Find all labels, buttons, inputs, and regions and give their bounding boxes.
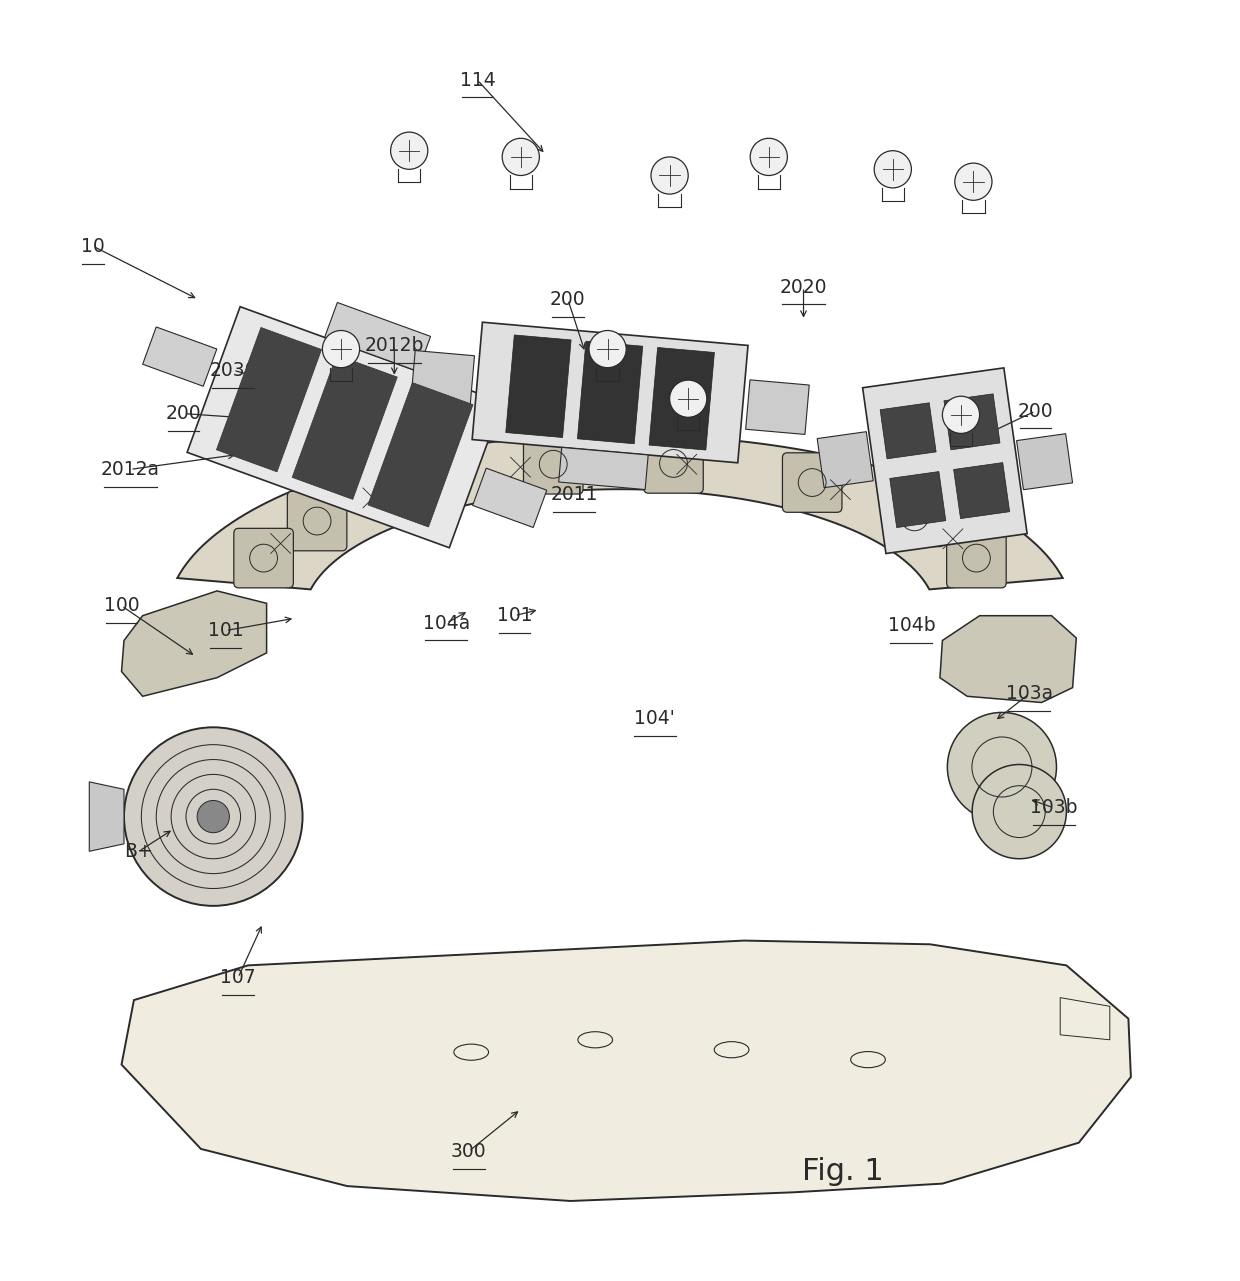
FancyBboxPatch shape	[234, 528, 294, 588]
Polygon shape	[649, 347, 714, 450]
Circle shape	[750, 138, 787, 175]
Polygon shape	[472, 323, 748, 462]
Text: 114: 114	[460, 70, 495, 90]
Polygon shape	[559, 447, 649, 489]
Circle shape	[874, 151, 911, 188]
Polygon shape	[325, 302, 430, 371]
Polygon shape	[506, 334, 572, 438]
Text: 101: 101	[497, 606, 532, 625]
Polygon shape	[863, 368, 1027, 553]
Polygon shape	[954, 462, 1009, 519]
Circle shape	[651, 156, 688, 195]
Polygon shape	[890, 471, 946, 528]
Polygon shape	[187, 306, 502, 548]
Polygon shape	[940, 616, 1076, 702]
Polygon shape	[817, 432, 873, 488]
Polygon shape	[745, 380, 810, 434]
Text: 10: 10	[81, 237, 105, 256]
Text: 107: 107	[221, 968, 255, 988]
Text: Fig. 1: Fig. 1	[802, 1157, 884, 1186]
Polygon shape	[122, 591, 267, 697]
FancyBboxPatch shape	[946, 528, 1006, 588]
Polygon shape	[143, 327, 217, 387]
Circle shape	[197, 801, 229, 833]
Polygon shape	[368, 383, 472, 526]
FancyBboxPatch shape	[644, 434, 703, 493]
Text: 2030: 2030	[210, 361, 257, 379]
Text: 200: 200	[1018, 402, 1053, 420]
Text: 100: 100	[104, 596, 139, 615]
Text: 103a: 103a	[1006, 684, 1053, 703]
Text: 300: 300	[451, 1141, 486, 1161]
Polygon shape	[217, 328, 321, 471]
FancyBboxPatch shape	[523, 434, 583, 494]
Polygon shape	[1060, 998, 1110, 1040]
Circle shape	[322, 330, 360, 368]
Polygon shape	[293, 355, 397, 500]
Polygon shape	[410, 351, 475, 405]
Polygon shape	[1017, 434, 1073, 489]
Circle shape	[942, 396, 980, 433]
Polygon shape	[122, 940, 1131, 1202]
Text: 200: 200	[166, 404, 201, 423]
FancyBboxPatch shape	[782, 452, 842, 512]
FancyBboxPatch shape	[387, 456, 446, 515]
Polygon shape	[578, 341, 642, 443]
FancyBboxPatch shape	[288, 492, 347, 551]
Text: 2011: 2011	[551, 484, 598, 503]
Circle shape	[955, 163, 992, 200]
Polygon shape	[177, 434, 1063, 589]
Text: B+: B+	[124, 842, 154, 861]
Circle shape	[947, 712, 1056, 821]
Circle shape	[502, 138, 539, 175]
Text: 104b: 104b	[888, 616, 935, 635]
Text: 101: 101	[208, 621, 243, 640]
Circle shape	[972, 765, 1066, 858]
Circle shape	[589, 330, 626, 368]
Text: 200: 200	[551, 290, 585, 309]
Polygon shape	[880, 402, 936, 459]
Text: 2012a: 2012a	[100, 460, 160, 479]
FancyBboxPatch shape	[884, 487, 944, 547]
Text: 104a: 104a	[423, 614, 470, 633]
Text: 103b: 103b	[1030, 798, 1078, 817]
Circle shape	[391, 132, 428, 169]
Text: 2012b: 2012b	[365, 336, 424, 355]
Polygon shape	[944, 393, 999, 450]
Polygon shape	[472, 468, 547, 528]
Circle shape	[124, 728, 303, 906]
Polygon shape	[89, 781, 124, 852]
Circle shape	[670, 380, 707, 418]
Text: 2020: 2020	[780, 278, 827, 297]
Text: 104': 104'	[635, 710, 675, 728]
